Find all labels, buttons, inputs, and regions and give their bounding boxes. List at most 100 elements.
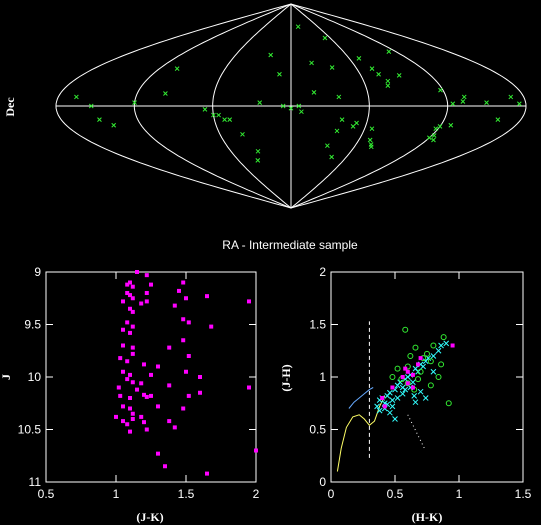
sky-xlabel: RA - Intermediate sample — [222, 238, 358, 252]
ccd-point-x — [374, 403, 380, 410]
sky-point — [295, 24, 301, 30]
cmd-ytick-label: 9.5 — [24, 318, 41, 332]
ccd-point-square — [410, 385, 415, 390]
ccd-ticks: 0 0.5 1 1.5 0 0.5 1 1.5 2 — [309, 265, 531, 501]
ccd-point-square — [380, 396, 385, 400]
cmd-point — [125, 320, 130, 325]
ccd-point-square — [410, 372, 415, 377]
sky-point — [367, 137, 373, 143]
cmd-ticks: 0.5 1 1.5 2 9 9.5 10 10.5 11 — [18, 265, 260, 501]
sky-ylabel: Dec — [3, 97, 17, 117]
ccd-point-x — [422, 395, 429, 401]
cmd-point — [247, 385, 251, 390]
sky-point — [280, 103, 286, 109]
cmd-point — [135, 387, 139, 392]
sky-point — [299, 109, 304, 115]
ccd-point-x — [430, 353, 437, 359]
ccd-point-square — [405, 381, 410, 386]
ccd-point-circle — [440, 334, 447, 341]
sky-point — [255, 148, 261, 154]
ccd-ytick-label: 1 — [319, 370, 326, 384]
cmd-point — [198, 390, 202, 395]
ccd-point-x — [412, 399, 419, 406]
cmd-ytick-label: 9 — [34, 265, 41, 279]
ccd-point-circle — [404, 363, 411, 370]
sky-point — [74, 94, 79, 100]
sky-point — [369, 66, 375, 71]
ccd-point-x — [410, 379, 416, 386]
sky-point — [396, 73, 402, 78]
cmd-ytick-label: 10.5 — [18, 423, 42, 437]
cmd-point — [121, 419, 125, 424]
ccd-xtick-label: 1 — [456, 487, 463, 501]
cmd-point — [139, 301, 144, 306]
cmd-point — [186, 320, 191, 325]
sky-point — [448, 122, 454, 128]
ccd-point-square — [400, 375, 405, 379]
cmd-point — [156, 364, 160, 369]
sky-point — [163, 91, 168, 96]
cmd-point — [167, 419, 172, 424]
cmd-point — [116, 385, 121, 390]
sky-point — [484, 100, 489, 105]
ccd-point-circle — [404, 380, 411, 387]
ccd-point-square — [450, 343, 455, 348]
sky-point — [385, 78, 391, 84]
ccd-point-square — [405, 369, 410, 374]
ccd-point-x — [420, 363, 427, 370]
cmd-point — [139, 381, 144, 386]
cmd-points — [114, 270, 258, 476]
sky-point — [368, 144, 374, 150]
ccd-point-x — [387, 389, 393, 396]
ccd-ytick-label: 0.5 — [309, 423, 326, 437]
cmd-point — [125, 377, 130, 382]
ccd-point-circle — [407, 353, 414, 359]
cmd-point — [181, 338, 186, 343]
sky-point — [350, 124, 356, 129]
ccd-point-circle — [402, 326, 409, 333]
ccd-point-circle — [430, 342, 437, 349]
sky-point — [329, 65, 335, 70]
sky-point — [426, 135, 432, 141]
cmd-point — [144, 273, 149, 278]
sky-point — [438, 87, 443, 93]
sky-point — [376, 71, 381, 77]
cmd-point — [149, 282, 153, 287]
cmd-point — [121, 327, 125, 332]
cmd-point — [130, 411, 135, 416]
cmd-point — [130, 380, 135, 385]
sky-point — [111, 122, 117, 128]
cmd-point — [186, 354, 191, 358]
cmd-point — [167, 383, 172, 388]
sky-point — [431, 137, 436, 143]
ccd-ylabel: (J-H) — [279, 364, 293, 391]
cmd-point — [128, 306, 132, 311]
sky-point — [325, 143, 330, 149]
sky-points — [74, 24, 522, 163]
sky-point — [460, 99, 466, 104]
ccd-point-circle — [445, 400, 452, 407]
ccd-point-circle — [417, 368, 424, 375]
sky-point — [309, 60, 314, 66]
cmd-point — [149, 393, 153, 398]
sky-point — [296, 103, 302, 109]
ccd-point-x — [430, 368, 437, 375]
sky-point — [339, 117, 345, 122]
sky-point — [174, 66, 180, 71]
cmd-point — [172, 425, 177, 430]
ccd-points — [374, 326, 455, 422]
cmd-point — [156, 404, 160, 409]
ccd-point-circle — [427, 382, 434, 389]
sky-point — [437, 124, 443, 129]
ccd-ytick-label: 1.5 — [309, 318, 326, 332]
sky-point — [329, 154, 334, 160]
cmd-point — [130, 296, 135, 301]
sky-point — [450, 101, 456, 107]
cmd-point — [128, 372, 132, 377]
ccd-point-x — [443, 340, 450, 347]
cmd-point — [177, 288, 181, 293]
ccd-point-circle — [435, 374, 442, 380]
cmd-point — [181, 406, 186, 411]
sky-point — [97, 117, 102, 122]
sky-point — [322, 35, 328, 41]
